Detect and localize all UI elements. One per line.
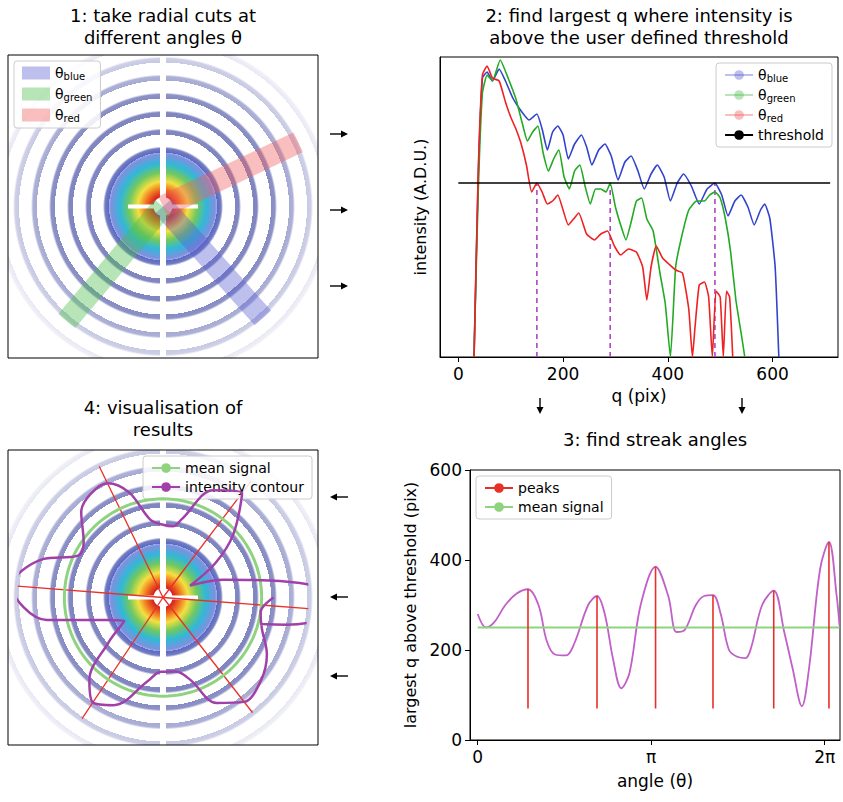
svg-text:400: 400: [652, 364, 684, 384]
svg-text:intensity (A.D.U.): intensity (A.D.U.): [411, 139, 430, 276]
svg-text:θ: θ: [55, 65, 64, 81]
svg-text:4: visualisation of: 4: visualisation of: [84, 397, 243, 418]
svg-text:blue: blue: [767, 73, 789, 84]
svg-text:2π: 2π: [814, 747, 835, 767]
svg-text:200: 200: [430, 640, 462, 660]
svg-text:angle (θ): angle (θ): [617, 771, 693, 791]
svg-text:600: 600: [756, 364, 788, 384]
svg-text:threshold: threshold: [758, 127, 824, 143]
svg-text:θ: θ: [55, 107, 64, 123]
svg-text:red: red: [767, 113, 783, 124]
svg-text:π: π: [646, 747, 656, 767]
svg-text:θ: θ: [55, 86, 64, 102]
svg-text:results: results: [133, 419, 193, 440]
svg-text:green: green: [64, 92, 93, 103]
svg-text:different angles θ: different angles θ: [84, 27, 242, 48]
svg-text:0: 0: [472, 747, 483, 767]
svg-text:above the user defined thresho: above the user defined threshold: [489, 27, 788, 48]
svg-text:θ: θ: [758, 87, 767, 103]
svg-text:0: 0: [451, 730, 462, 750]
svg-text:mean signal: mean signal: [185, 460, 271, 476]
svg-text:θ: θ: [758, 107, 767, 123]
svg-text:400: 400: [430, 550, 462, 570]
svg-text:0: 0: [453, 364, 464, 384]
svg-text:intensity contour: intensity contour: [185, 479, 304, 495]
svg-text:mean signal: mean signal: [518, 499, 604, 515]
svg-text:2: find largest q where intens: 2: find largest q where intensity is: [485, 5, 792, 26]
svg-text:1: take radial cuts at: 1: take radial cuts at: [70, 5, 256, 26]
svg-text:600: 600: [430, 460, 462, 480]
svg-text:blue: blue: [64, 71, 86, 82]
svg-text:green: green: [767, 93, 796, 104]
svg-text:peaks: peaks: [518, 480, 559, 496]
svg-text:3: find streak angles: 3: find streak angles: [563, 429, 747, 450]
svg-text:200: 200: [547, 364, 579, 384]
svg-text:red: red: [64, 113, 80, 124]
svg-text:largest q above threshold (pix: largest q above threshold (pix): [401, 482, 420, 729]
svg-text:θ: θ: [758, 67, 767, 83]
svg-text:q (pix): q (pix): [611, 386, 666, 406]
